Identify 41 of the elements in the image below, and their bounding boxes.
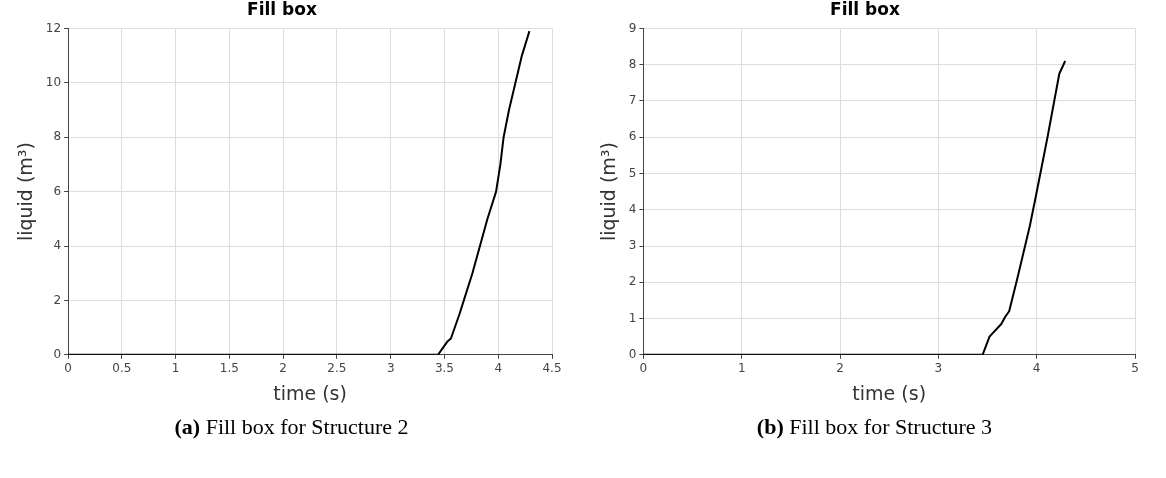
x-tick-label: 2.5: [326, 361, 346, 376]
y-tick-label: 5: [628, 165, 636, 180]
y-axis-title: liquid (m³): [13, 142, 36, 242]
y-axis-title: liquid (m³): [596, 142, 619, 242]
y-tick-label: 6: [52, 183, 61, 198]
x-tick-label: 0: [639, 361, 647, 376]
y-tick-label: 12: [45, 20, 61, 35]
y-tick-label: 10: [45, 74, 61, 89]
text: (b) Fill box for Structure 3: [756, 414, 993, 440]
x-tick-label: 3: [386, 361, 395, 376]
text: (a) Fill box for Structure 2: [174, 414, 409, 440]
x-tick-label: 0.5: [111, 361, 131, 376]
y-tick-label: 0: [52, 346, 61, 361]
y-tick-label: 2: [52, 292, 61, 307]
x-tick-label: 5: [1130, 361, 1139, 376]
x-tick-label: 1: [171, 361, 179, 376]
x-tick-label: 4: [493, 361, 502, 376]
x-tick-label: 2: [278, 361, 287, 376]
x-tick-label: 0: [63, 361, 72, 376]
y-tick-label: 7: [628, 93, 636, 108]
x-tick-label: 3.5: [434, 361, 454, 376]
y-tick-label: 3: [628, 238, 636, 253]
chart-title: Fill box: [829, 0, 900, 19]
y-tick-label: 8: [52, 129, 61, 144]
x-axis-title: time (s): [851, 381, 926, 404]
y-tick-label: 0: [628, 346, 636, 361]
chart-title: Fill box: [246, 0, 317, 19]
x-tick-label: 3: [934, 361, 942, 376]
y-tick-label: 1: [628, 310, 636, 325]
y-tick-label: 9: [628, 20, 636, 35]
x-tick-label: 4.5: [541, 361, 562, 376]
y-tick-label: 4: [52, 238, 61, 253]
y-tick-label: 2: [628, 274, 636, 289]
y-tick-label: 4: [628, 201, 636, 216]
x-tick-label: 4: [1032, 361, 1041, 376]
x-tick-label: 1: [737, 361, 746, 376]
x-tick-label: 2: [835, 361, 844, 376]
y-tick-label: 6: [628, 129, 636, 144]
y-tick-label: 8: [628, 56, 636, 71]
x-axis-title: time (s): [272, 381, 347, 404]
x-tick-label: 1.5: [219, 361, 239, 376]
